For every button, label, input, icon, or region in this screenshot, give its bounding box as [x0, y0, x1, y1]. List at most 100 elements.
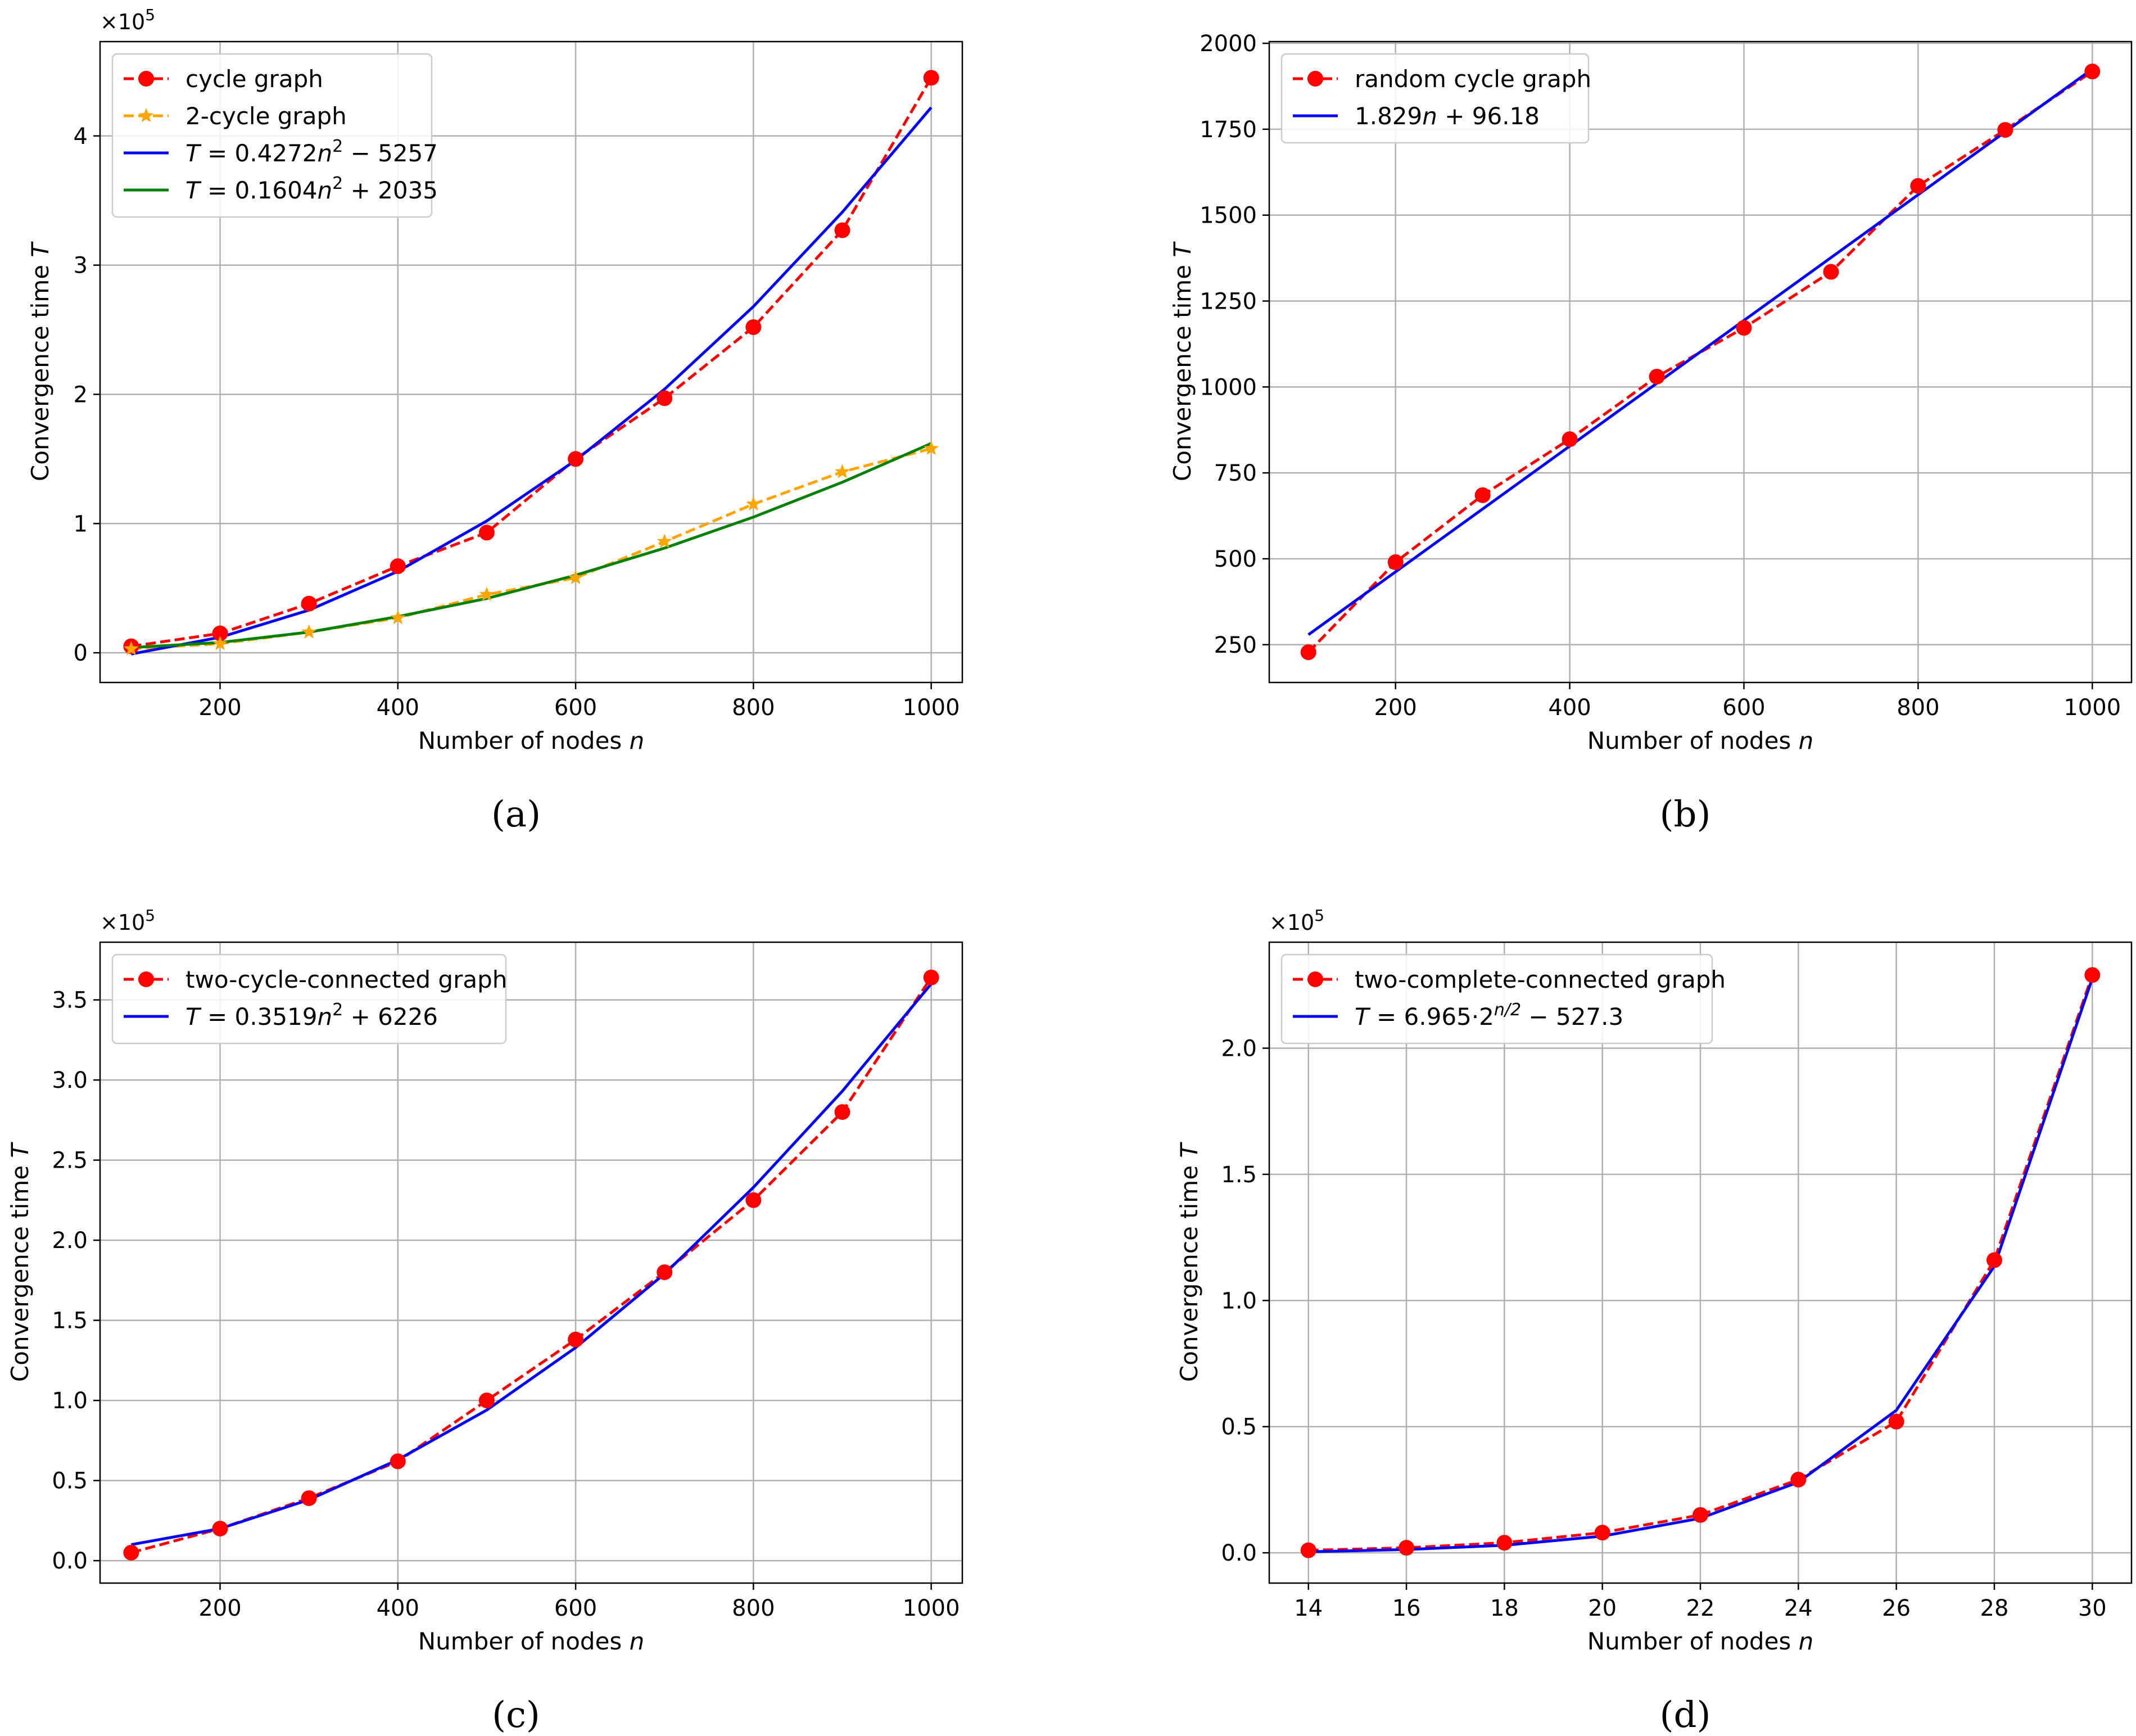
x-tick-label: 600 — [554, 695, 597, 721]
legend-label: T = 0.3519n2 + 6226 — [185, 1000, 438, 1031]
data-point-star — [835, 464, 850, 478]
data-point-star — [924, 441, 939, 455]
legend-label: T = 0.1604n2 + 2035 — [185, 174, 438, 205]
data-point — [212, 1521, 228, 1537]
data-point — [212, 625, 228, 641]
x-tick-label: 400 — [377, 695, 419, 721]
data-point — [923, 70, 939, 86]
data-point — [1300, 1542, 1316, 1558]
legend: two-cycle-connected graph T = 0.3519n2 + … — [111, 953, 507, 1045]
y-tick-label: 2 — [74, 382, 88, 408]
legend-box — [111, 953, 507, 1045]
subplot-caption: (a) — [491, 794, 541, 835]
x-axis-label: Number of nodes n — [418, 1628, 645, 1655]
y-axis-label: Convergence time T — [1175, 1142, 1203, 1382]
offset-label: ×105 — [100, 6, 155, 35]
data-point-star — [124, 641, 139, 655]
subplot-a: 200 400 600 800 1000 0 1 2 3 4 ×105 Number of nodes… — [26, 6, 963, 835]
x-tick-label: 22 — [1686, 1595, 1715, 1621]
y-tick-label: 0.5 — [52, 1468, 88, 1494]
data-point — [1823, 264, 1839, 280]
series-line-b-0 — [1307, 70, 2093, 653]
legend-label: T = 0.4272n2 − 5257 — [185, 137, 438, 168]
data-point — [568, 1331, 584, 1348]
data-point — [1399, 1540, 1415, 1556]
x-tick-label: 200 — [198, 1595, 241, 1621]
data-point-star — [212, 636, 228, 650]
legend-marker — [1307, 71, 1323, 87]
y-tick-label: 2.0 — [52, 1228, 88, 1254]
data-point — [568, 451, 584, 467]
x-tick-label: 800 — [732, 1595, 775, 1621]
y-tick-label: 0 — [74, 640, 88, 666]
y-tick-label: 1.0 — [1221, 1288, 1257, 1314]
data-point — [478, 1393, 495, 1409]
data-point — [1986, 1252, 2002, 1268]
y-axis-label: Convergence time T — [26, 241, 54, 482]
data-point — [923, 969, 939, 985]
y-tick-label: 2000 — [1200, 31, 1257, 57]
x-axis-label: Number of nodes n — [1587, 727, 1814, 754]
legend: cycle graph 2-cycle graph T = 0.4272n2 − 5… — [111, 53, 438, 218]
legend-label: T = 6.965·2n/2 − 527.3 — [1355, 1000, 1623, 1031]
data-point — [657, 1264, 673, 1281]
y-tick-label: 1250 — [1200, 289, 1257, 315]
series-line-a-1 — [131, 447, 932, 650]
plot-area — [130, 77, 933, 655]
data-point-star — [301, 624, 316, 639]
data-point — [390, 1453, 406, 1470]
x-tick-label: 30 — [2078, 1595, 2107, 1621]
x-tick-label: 16 — [1392, 1595, 1421, 1621]
data-point — [2084, 64, 2101, 80]
x-tick-label: 400 — [1548, 695, 1591, 721]
x-tick-label: 1000 — [903, 695, 960, 721]
data-point-star — [390, 610, 406, 625]
y-tick-label: 250 — [1214, 632, 1257, 658]
legend-marker — [138, 971, 154, 987]
y-tick-label: 2.0 — [1221, 1036, 1257, 1062]
data-point — [745, 1192, 762, 1208]
subplot-c: 200 400 600 800 1000 0.0 0.5 1.0 1.5 2.0 2.5 3.0 3.5… — [6, 906, 963, 1736]
data-point — [1997, 122, 2013, 138]
data-point — [123, 1544, 139, 1561]
data-point — [834, 1104, 850, 1120]
data-point — [1300, 644, 1316, 661]
x-tick-label: 1000 — [903, 1595, 960, 1621]
plot-area — [130, 976, 933, 1554]
data-point — [745, 319, 762, 335]
y-tick-label: 750 — [1214, 460, 1257, 486]
legend-label: 1.829n + 96.18 — [1355, 102, 1540, 130]
x-tick-label: 18 — [1490, 1595, 1519, 1621]
data-point — [1387, 554, 1404, 571]
y-tick-label: 3.0 — [52, 1068, 88, 1093]
x-tick-label: 600 — [554, 1595, 597, 1621]
y-tick-label: 0.0 — [52, 1548, 88, 1574]
data-point — [1790, 1471, 1807, 1488]
data-point — [1474, 487, 1491, 503]
subplot-caption: (b) — [1660, 794, 1711, 835]
data-point — [301, 1490, 317, 1506]
x-tick-label: 28 — [1980, 1595, 2009, 1621]
data-point-star — [479, 586, 495, 601]
data-point — [1594, 1525, 1610, 1541]
legend-marker — [138, 108, 154, 123]
x-tick-label: 800 — [1897, 695, 1939, 721]
legend-box — [1280, 953, 1713, 1045]
data-point — [1496, 1535, 1513, 1551]
axes-frame — [99, 941, 963, 1584]
y-tick-label: 1000 — [1200, 374, 1257, 400]
offset-label: ×105 — [1269, 906, 1324, 935]
axes-frame — [1268, 40, 2133, 684]
subplot-caption: (d) — [1660, 1694, 1711, 1736]
y-tick-label: 1.5 — [52, 1308, 88, 1334]
data-point — [390, 558, 406, 575]
series-line-a-0 — [131, 77, 933, 648]
legend-label: 2-cycle graph — [185, 102, 347, 130]
legend-marker — [1307, 971, 1323, 987]
x-tick-label: 20 — [1588, 1595, 1617, 1621]
y-axis-label: Convergence time T — [1169, 241, 1196, 482]
data-point — [834, 222, 850, 238]
legend: two-complete-connected graph T = 6.965·2n… — [1280, 953, 1726, 1045]
series-line-c-0 — [130, 976, 933, 1554]
series-line-a-2 — [130, 106, 933, 655]
